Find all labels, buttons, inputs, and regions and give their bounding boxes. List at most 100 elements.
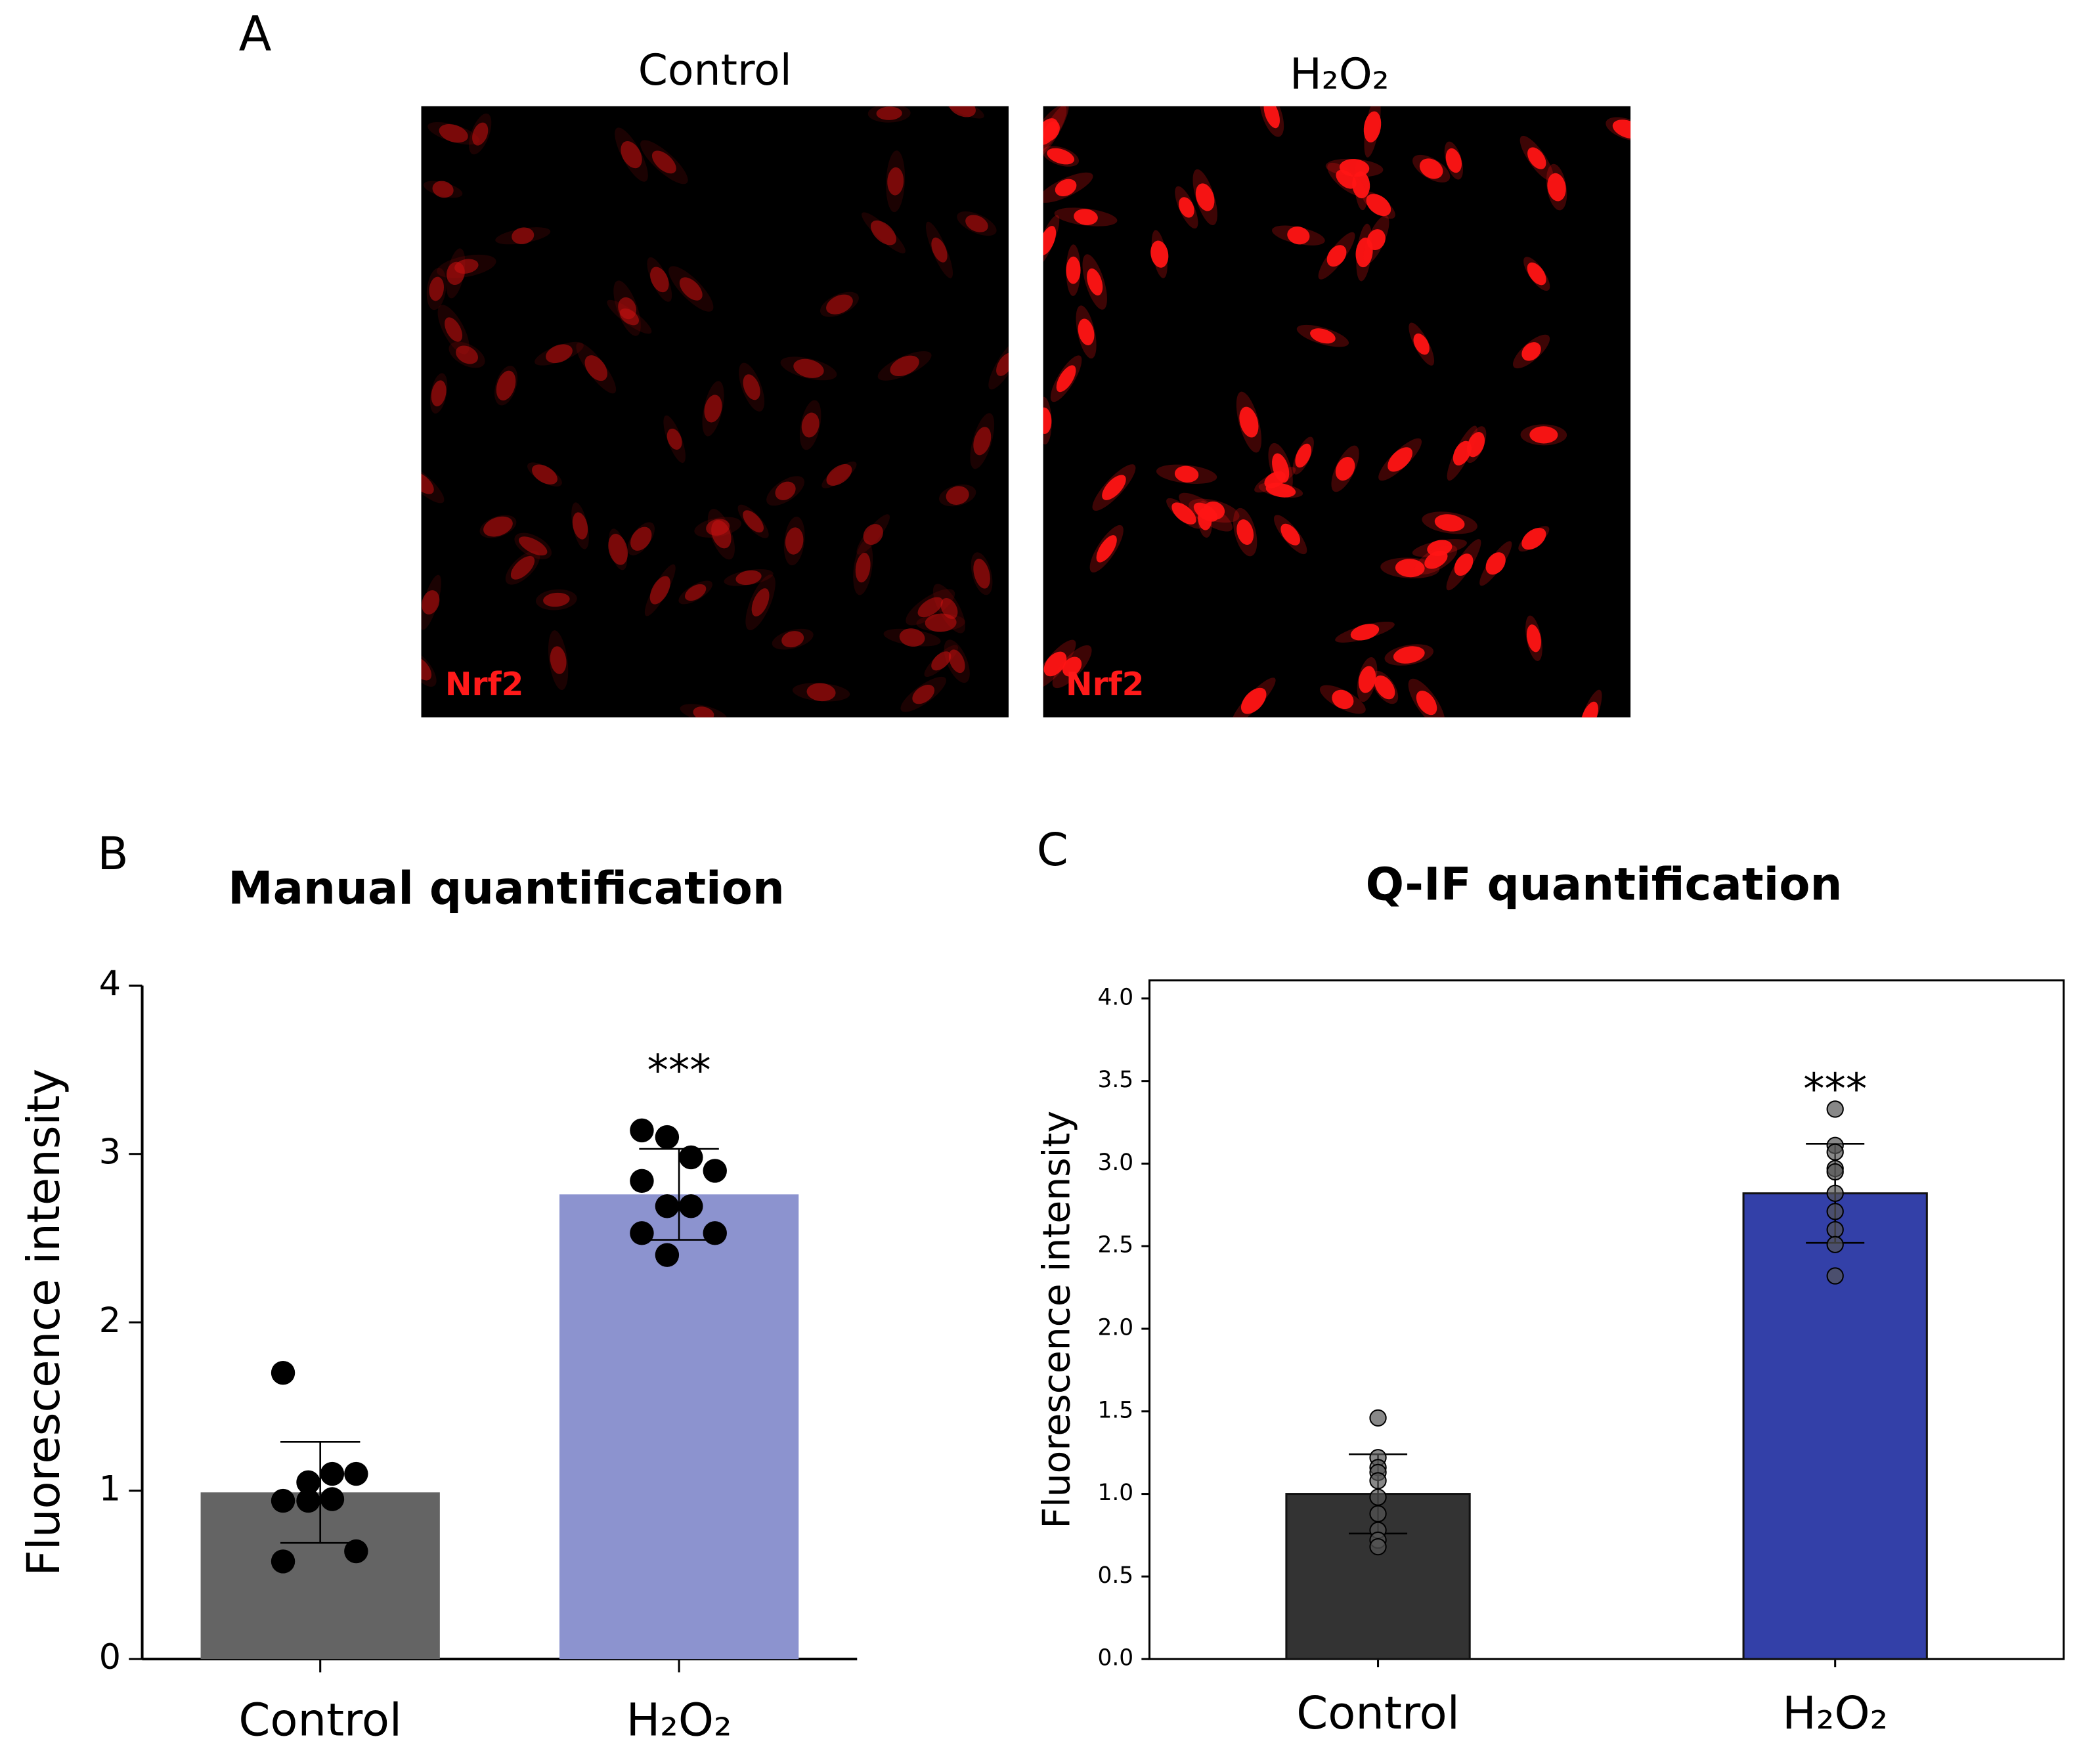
cell-nucleus [1547,173,1566,202]
y-tick-label: 1.5 [1098,1397,1134,1423]
cell-nucleus [801,412,820,438]
cell-nucleus [1485,552,1506,575]
cell-nucleus [996,353,1009,376]
y-tick-label: 1.0 [1098,1480,1134,1506]
y-axis-label: Fluorescence intensity [1035,1111,1078,1529]
cell-nucleus [1047,148,1075,165]
cell-nucleus [1581,701,1598,718]
significance: *** [1803,1065,1867,1114]
cell-nucleus [1445,148,1462,173]
cell-nucleus [940,598,958,619]
cell-nucleus [870,220,896,246]
panel-label: B [97,828,128,880]
cell-nucleus [432,181,454,198]
y-tick-label: 4.0 [1098,984,1134,1010]
data-point [344,1461,368,1486]
data-point [1369,1538,1387,1556]
data-point [1826,1163,1844,1181]
y-tick-label: 0 [99,1637,121,1677]
data-point [1369,1472,1387,1490]
cell-nucleus [518,536,548,556]
data-point [296,1470,320,1495]
x-tick-label: H₂O₂ [626,1694,732,1746]
cell-nucleus [1388,447,1412,472]
cell-nucleus [1078,318,1095,346]
cell-nucleus [1521,342,1541,361]
cells [421,106,1009,718]
cell-nucleus [751,588,770,616]
y-tick-label: 2.5 [1098,1232,1134,1258]
cell-nucleus [1074,209,1098,225]
cell-nucleus [1203,501,1225,520]
cell-nucleus [1043,121,1060,141]
cell-nucleus [1434,514,1465,532]
cell-nucleus [429,276,445,301]
cell-nucleus [931,651,951,671]
panel-label: C [1037,824,1068,876]
cell-nucleus [1424,550,1448,569]
cell-nucleus [775,481,796,500]
cell-nucleus [1150,240,1169,268]
data-point [679,1145,703,1170]
cell-nucleus [887,167,904,196]
plot-frame [1148,979,2065,1660]
data-point [296,1488,320,1513]
cell-nucleus [1236,519,1254,545]
cell-nucleus [781,631,804,648]
data-point [1826,1184,1844,1202]
cell-nucleus [1287,226,1310,245]
cell-nucleus [439,124,468,143]
cell-nucleus [793,358,824,378]
cell-nucleus [483,516,513,537]
data-point [1369,1488,1387,1506]
cell-nucleus [608,534,628,565]
cell-nucleus [1043,226,1057,255]
bar [1742,1192,1928,1660]
x-tick-label: Control [1296,1687,1460,1740]
y-tick-label: 2 [99,1301,121,1341]
data-point [1826,1143,1844,1161]
data-point [1369,1409,1387,1427]
cell-nucleus [863,524,883,545]
cell-nucleus [512,227,535,245]
y-tick-label: 0.5 [1098,1562,1134,1589]
cell-nucleus [1043,651,1067,677]
cell-nucleus [1366,194,1391,217]
cell-nucleus [1416,691,1437,716]
cell-nucleus [693,706,714,718]
y-tick-label: 4 [99,964,121,1004]
cell-nucleus [496,370,516,401]
significance: *** [647,1046,711,1095]
data-point [1369,1505,1387,1522]
cell-nucleus [650,267,669,293]
cell-nucleus [679,277,703,301]
cell-nucleus [826,294,853,314]
cell-nucleus [1395,559,1425,578]
chart-title: Q-IF quantification [1366,859,1843,911]
cell-nucleus [630,527,652,551]
data-point [1826,1236,1844,1253]
cell-nucleus [948,649,965,674]
cell-nucleus [1326,245,1347,267]
data-point [1826,1203,1844,1220]
cell-nucleus [649,576,670,605]
data-point [703,1221,727,1245]
cell-nucleus [711,520,732,549]
cell-nucleus [1310,328,1336,344]
stain-label: Nrf2 [445,666,523,703]
data-point [630,1169,654,1194]
cell-nucleus [1374,675,1395,700]
cell-nucleus [1527,262,1546,286]
cell-nucleus [1174,465,1199,483]
cell-nucleus [1352,171,1370,199]
data-point [271,1360,295,1385]
cell-nucleus [912,684,935,704]
cell-nucleus [421,657,432,681]
data-point [655,1194,680,1218]
cell-nucleus [1527,147,1546,169]
cell-nucleus [651,150,676,174]
cell-nucleus [1280,523,1300,546]
cell-nucleus [785,527,804,555]
